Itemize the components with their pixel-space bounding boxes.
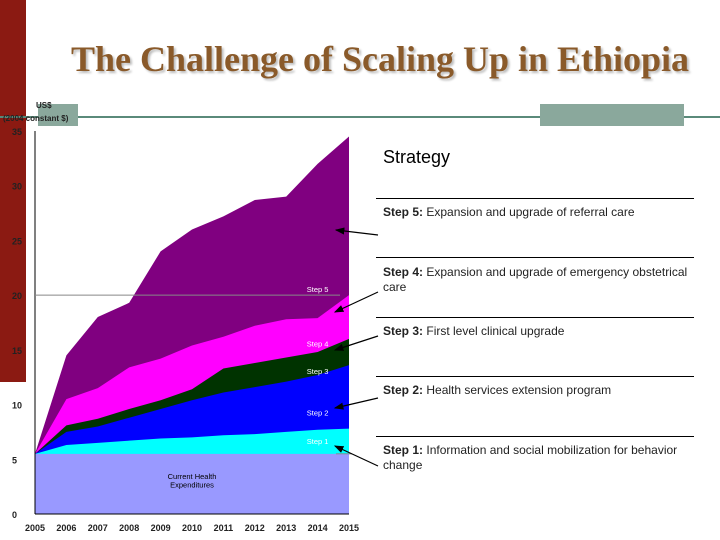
callout-arrow [333, 397, 379, 410]
step-separator [376, 376, 694, 377]
step-description: Expansion and upgrade of emergency obste… [383, 265, 688, 294]
step-label: Step 5: [383, 205, 424, 219]
area-series-5 [35, 453, 349, 514]
step-label: Step 2: [383, 383, 424, 397]
area-label: Step 2 [307, 409, 329, 418]
step-label: Step 1: [383, 443, 424, 457]
y-tick-label: 5 [12, 455, 17, 465]
y-tick-label: 20 [12, 291, 22, 301]
y-tick-label: 35 [12, 127, 22, 137]
x-tick-label: 2009 [151, 523, 171, 533]
step-description: Information and social mobilization for … [383, 443, 678, 472]
y-tick-label: 25 [12, 236, 22, 246]
step-separator [376, 436, 694, 437]
x-tick-label: 2005 [25, 523, 45, 533]
area-label: Step 1 [307, 437, 329, 446]
area-label: Step 4 [307, 340, 329, 349]
y-axis-title: US$ [36, 101, 52, 110]
y-tick-label: 10 [12, 401, 22, 411]
slide-accent-bar [0, 0, 26, 382]
y-tick-label: 30 [12, 182, 22, 192]
area-label: Step 5 [307, 285, 329, 294]
step-description: Health services extension program [426, 383, 612, 397]
title-rule-block-right [540, 104, 684, 126]
area-label: Step 3 [307, 367, 329, 376]
y-axis-subtitle: (2004 constant $) [3, 114, 69, 123]
area-label: Expenditures [170, 481, 214, 490]
y-tick-label: 0 [12, 510, 17, 520]
step-1-text: Step 1: Information and social mobilizat… [383, 443, 693, 473]
callout-arrow [333, 291, 379, 313]
callout-arrow [334, 227, 379, 236]
title-rule-block-left [38, 104, 78, 126]
y-tick-label: 15 [12, 346, 22, 356]
step-separator [376, 317, 694, 318]
step-description: First level clinical upgrade [426, 324, 565, 338]
step-description: Expansion and upgrade of referral care [426, 205, 635, 219]
step-4-text: Step 4: Expansion and upgrade of emergen… [383, 265, 693, 295]
step-3-text: Step 3: First level clinical upgrade [383, 324, 693, 339]
callout-arrow [333, 445, 379, 467]
x-tick-label: 2011 [214, 523, 234, 533]
x-tick-label: 2006 [56, 523, 76, 533]
x-tick-label: 2013 [276, 523, 296, 533]
strategy-heading: Strategy [383, 147, 451, 167]
area-label: Current Health [168, 472, 217, 481]
step-label: Step 4: [383, 265, 424, 279]
x-tick-label: 2007 [88, 523, 108, 533]
title-rule [0, 116, 720, 118]
x-tick-label: 2012 [245, 523, 265, 533]
x-tick-label: 2010 [182, 523, 202, 533]
step-2-text: Step 2: Health services extension progra… [383, 383, 693, 398]
x-tick-label: 2008 [119, 523, 139, 533]
step-separator [376, 257, 694, 258]
slide-title: The Challenge of Scaling Up in Ethiopia [70, 39, 690, 79]
callout-arrow [333, 335, 379, 351]
step-label: Step 3: [383, 324, 424, 338]
x-tick-label: 2014 [308, 523, 328, 533]
step-separator [376, 198, 694, 199]
step-5-text: Step 5: Expansion and upgrade of referra… [383, 205, 693, 220]
x-tick-label: 2015 [339, 523, 359, 533]
